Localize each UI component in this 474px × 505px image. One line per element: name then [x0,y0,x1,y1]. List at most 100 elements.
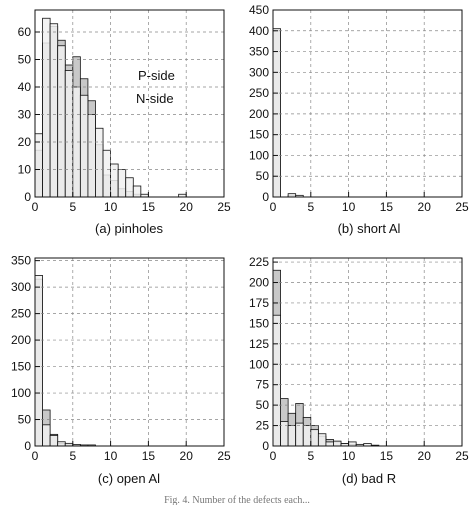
x-tick-label: 25 [455,200,469,214]
x-tick-label: 10 [104,200,118,214]
x-tick-label: 25 [455,449,469,463]
histogram-bar [42,424,51,447]
histogram-bar [310,429,319,447]
histogram-bar [95,127,104,198]
y-tick-label: 150 [249,316,269,330]
y-tick-label: 300 [11,280,31,294]
histogram-bar [57,441,66,447]
histogram-bar [57,45,66,198]
plot-frame [34,257,225,447]
caption-bad-r: (d) bad R [342,471,396,486]
x-tick-label: 25 [217,449,231,463]
histogram-bar [348,441,357,447]
y-tick-label: 350 [249,45,269,59]
y-tick-label: 200 [249,107,269,121]
histogram-bar [117,169,127,198]
y-tick-label: 0 [262,190,269,204]
legend-p-side: P-side [138,68,175,83]
x-tick-label: 20 [180,449,194,463]
plot-frame [272,9,463,198]
y-tick-label: 175 [249,296,269,310]
y-tick-label: 10 [18,163,32,177]
x-tick-label: 10 [342,200,356,214]
y-tick-label: 40 [18,80,32,94]
plot-frame [34,9,225,198]
plot-frame [272,257,463,447]
x-tick-label: 15 [142,200,156,214]
histogram-bar [272,314,281,447]
histogram-bar [64,70,74,198]
plot-area: 0 5 10 15 20 25 0 25 50 75 100 125 150 175 200 225 [249,255,469,463]
y-tick-label: 125 [249,337,269,351]
x-tick-label: 10 [104,449,118,463]
caption-pinholes: (a) pinholes [95,221,163,236]
histogram-bar [280,421,289,447]
y-tick-label: 30 [18,108,32,122]
caption-open-al: (c) open Al [98,471,160,486]
histogram-bar [87,114,96,198]
y-tick-label: 400 [249,24,269,38]
y-tick-label: 0 [24,439,31,453]
panel-pinholes: 0 5 10 15 20 25 0 10 20 30 40 50 60 P-side N-side (a… [18,9,231,236]
legend-n-side: N-side [136,91,174,106]
y-tick-label: 100 [249,148,269,162]
x-tick-label: 0 [32,449,39,463]
histogram-bar [102,149,112,198]
y-tick-label: 350 [11,254,31,268]
y-tick-label: 200 [11,333,31,347]
histogram-bar [287,425,297,447]
plot-area: 0 5 10 15 20 25 0 10 20 30 40 50 60 [18,9,231,214]
panel-bad-r: 0 5 10 15 20 25 0 25 50 75 100 125 150 175 200 225 (d) … [249,255,469,486]
x-tick-label: 15 [380,449,394,463]
y-tick-label: 75 [256,378,270,392]
x-tick-label: 5 [69,449,76,463]
y-tick-label: 100 [11,386,31,400]
histogram-bar [49,435,59,447]
y-tick-label: 50 [18,413,32,427]
y-tick-label: 100 [249,357,269,371]
x-tick-label: 5 [69,200,76,214]
caption-short-al: (b) short Al [338,221,401,236]
histogram-bar [34,133,43,198]
histogram-bar [302,425,312,447]
histogram-bar [110,163,119,198]
x-tick-label: 5 [307,200,314,214]
x-tick-label: 15 [380,200,394,214]
y-tick-label: 300 [249,65,269,79]
histogram-bar [49,23,59,198]
y-tick-label: 0 [262,439,269,453]
y-tick-label: 25 [256,419,270,433]
y-tick-label: 50 [256,398,270,412]
y-tick-label: 225 [249,255,269,269]
y-tick-label: 450 [249,3,269,17]
x-tick-label: 20 [180,200,194,214]
histogram-bar [272,28,281,198]
y-tick-label: 150 [249,128,269,142]
histogram-bar [317,433,327,447]
x-tick-label: 5 [307,449,314,463]
histogram-bar [34,275,43,447]
x-tick-label: 10 [342,449,356,463]
x-tick-label: 0 [32,200,39,214]
y-tick-label: 60 [18,25,32,39]
y-tick-label: 200 [249,276,269,290]
y-tick-label: 150 [11,360,31,374]
histogram-bar [295,422,304,447]
histogram-bar [325,441,334,447]
histogram-bar [42,17,51,198]
histogram-bar [132,185,142,198]
x-tick-label: 0 [270,449,277,463]
x-tick-label: 15 [142,449,156,463]
histogram-bar [333,440,342,447]
histogram-bar [125,177,134,198]
x-tick-label: 0 [270,200,277,214]
y-tick-label: 50 [256,169,270,183]
x-tick-label: 20 [418,449,432,463]
x-tick-label: 25 [217,200,231,214]
y-tick-label: 0 [24,190,31,204]
figure-caption: Fig. 4. Number of the defects each... [164,495,310,505]
